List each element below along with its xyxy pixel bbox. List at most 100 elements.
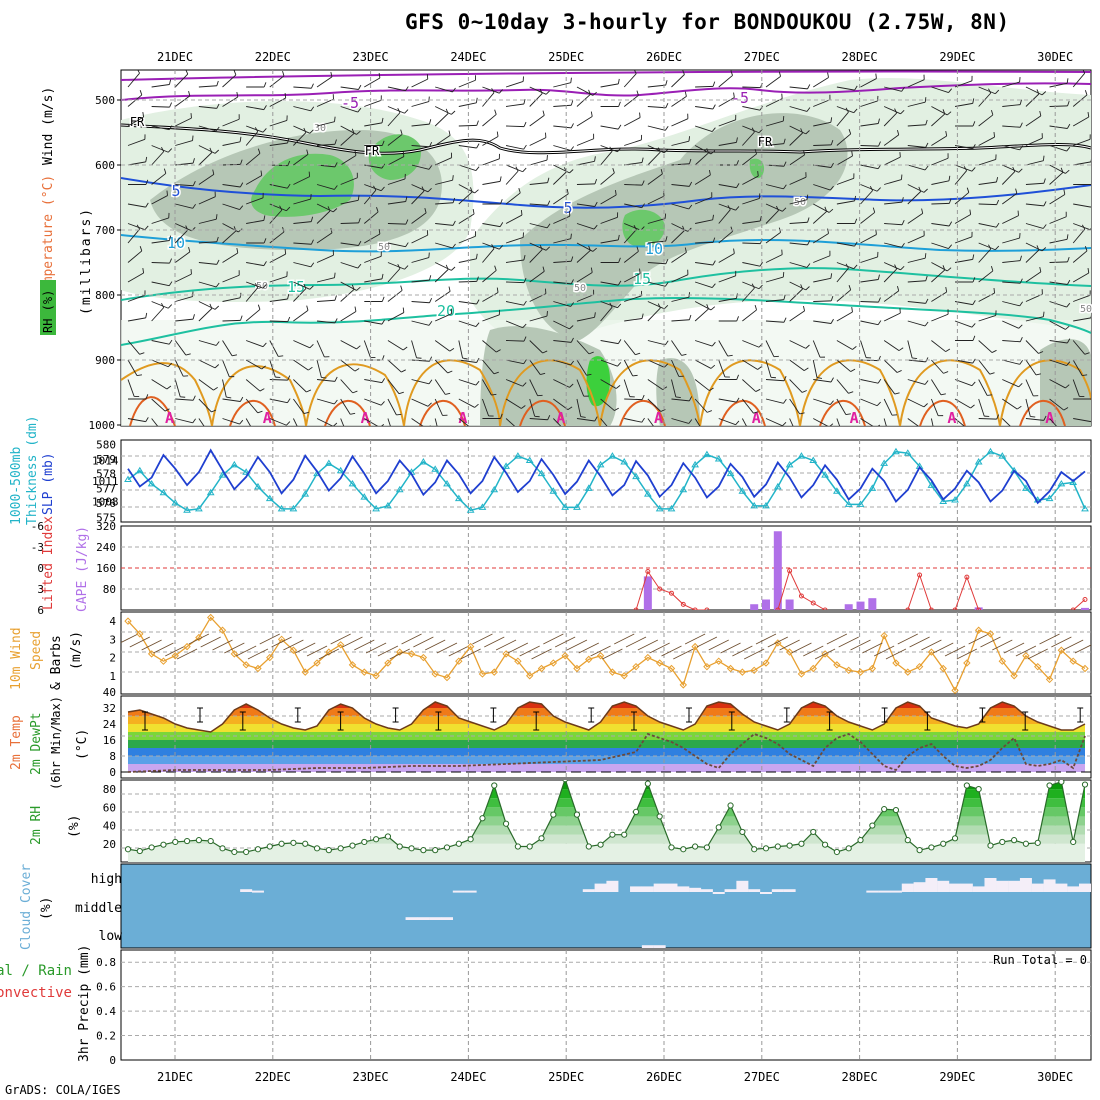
- wind-barb: [245, 153, 261, 166]
- wind-barb: [506, 125, 525, 128]
- wind-barb: [789, 310, 805, 322]
- wind-barb-flag: [263, 82, 267, 88]
- li-tick: 6: [37, 604, 44, 617]
- wind-barb-flag: [1019, 337, 1023, 342]
- cloud-bar: [760, 892, 772, 894]
- wind-barb: [127, 317, 146, 322]
- wind-barb: [813, 277, 831, 283]
- wind-barb-flag: [783, 317, 787, 323]
- wind-barb-flag: [710, 150, 716, 155]
- wind-barb-flag: [800, 284, 803, 290]
- thickness-point: [384, 501, 392, 509]
- wind-barb: [151, 281, 170, 287]
- wind-barb-flag: [925, 119, 928, 125]
- warm-core-marker: A: [165, 409, 174, 427]
- wind-barb: [836, 86, 855, 91]
- wind-barb: [623, 340, 636, 355]
- thickness-point: [348, 479, 357, 487]
- wind-barb: [1001, 418, 1011, 426]
- wind-barb: [316, 98, 334, 107]
- wind-barb-flag: [542, 350, 548, 354]
- wind10-barb: [933, 642, 954, 654]
- wind10-barb: [921, 639, 942, 651]
- wind-barb-flag: [876, 187, 881, 192]
- wind10-point: [844, 666, 853, 675]
- wind-barb: [765, 418, 783, 426]
- wind-barb: [978, 315, 996, 322]
- wind-barb: [931, 379, 942, 396]
- wind-barb: [151, 125, 170, 131]
- wind-barb: [1073, 203, 1091, 208]
- wind-barb: [245, 359, 262, 370]
- wind-barb-flag: [476, 299, 480, 305]
- thickness-point: [951, 496, 959, 503]
- wind-barb: [316, 76, 333, 88]
- wind-barb-flag: [925, 142, 929, 148]
- wind-barb-flag: [287, 375, 291, 381]
- wind-barb: [245, 379, 261, 392]
- cloud-bar: [417, 917, 430, 920]
- thickness-tick: 580: [96, 438, 116, 451]
- wind-barb-flag: [592, 91, 597, 96]
- wind-barb: [222, 274, 240, 283]
- wind-barb: [151, 240, 170, 244]
- wind-barb: [553, 238, 571, 244]
- wind-barb: [435, 242, 453, 249]
- wind-barb: [600, 281, 619, 286]
- wind-barb-flag: [1066, 361, 1071, 366]
- wind-barb-flag: [801, 390, 807, 393]
- rh2m-point: [833, 848, 840, 856]
- wind-barb-flag: [428, 379, 433, 385]
- wind-barb-flag: [923, 403, 928, 408]
- wind-barb-flag: [310, 83, 314, 89]
- rh2m-point: [892, 806, 900, 814]
- wind-barb: [151, 359, 169, 368]
- wind-barb: [671, 398, 690, 402]
- wind-barb: [316, 232, 333, 244]
- wind-barb-flag: [896, 370, 902, 373]
- temperature-contours: [121, 70, 1091, 346]
- cloud-bar: [582, 889, 595, 892]
- wind10-point: [490, 668, 498, 676]
- wind-barb-flag: [995, 89, 1000, 95]
- wind10-point: [856, 668, 865, 676]
- cloud-bar: [1079, 883, 1091, 892]
- wind-barb: [198, 359, 216, 369]
- wind-barb: [647, 145, 665, 154]
- cape-bar: [750, 604, 759, 610]
- wind-barb-flag: [145, 417, 149, 422]
- wind-barb: [576, 250, 591, 263]
- side-labels: Temperature (°C) Wind (m/s) (millibars) …: [0, 87, 94, 1062]
- wind-barb-flag: [993, 132, 996, 138]
- cloud-bar: [405, 917, 418, 920]
- wind-barb: [978, 398, 985, 417]
- wind-barb-flag: [286, 206, 291, 212]
- wind-barb: [434, 418, 438, 426]
- wind10-point: [868, 664, 877, 673]
- wind-barb-flag: [240, 315, 243, 321]
- thickness-tick: 575: [96, 512, 116, 525]
- contour-label: FR: [365, 144, 380, 158]
- precip-tick: 0.6: [96, 981, 116, 994]
- wind-barb: [316, 277, 335, 283]
- wind-barb-flag: [1089, 227, 1091, 230]
- wind-barb: [718, 97, 735, 107]
- wind-barb-flag: [547, 200, 551, 206]
- wind-barb-flag: [688, 136, 691, 142]
- thickness-point: [750, 501, 759, 509]
- wind-barb: [576, 138, 594, 146]
- thickness-point: [691, 460, 699, 468]
- contour-label: 50: [1080, 304, 1092, 315]
- wind-barb-flag: [306, 305, 309, 311]
- wind-barb-flag: [214, 364, 220, 369]
- wind-barb-flag: [261, 365, 266, 370]
- wind-barb-flag: [706, 148, 709, 154]
- wind-barb: [316, 254, 334, 263]
- wind-barb-flag: [401, 369, 406, 373]
- wind-barb: [694, 125, 713, 132]
- wind-barb: [293, 281, 311, 290]
- wind-barb: [978, 203, 997, 206]
- wind10-barb: [673, 648, 694, 660]
- wind-barb: [387, 262, 405, 270]
- wind-barb: [506, 103, 524, 107]
